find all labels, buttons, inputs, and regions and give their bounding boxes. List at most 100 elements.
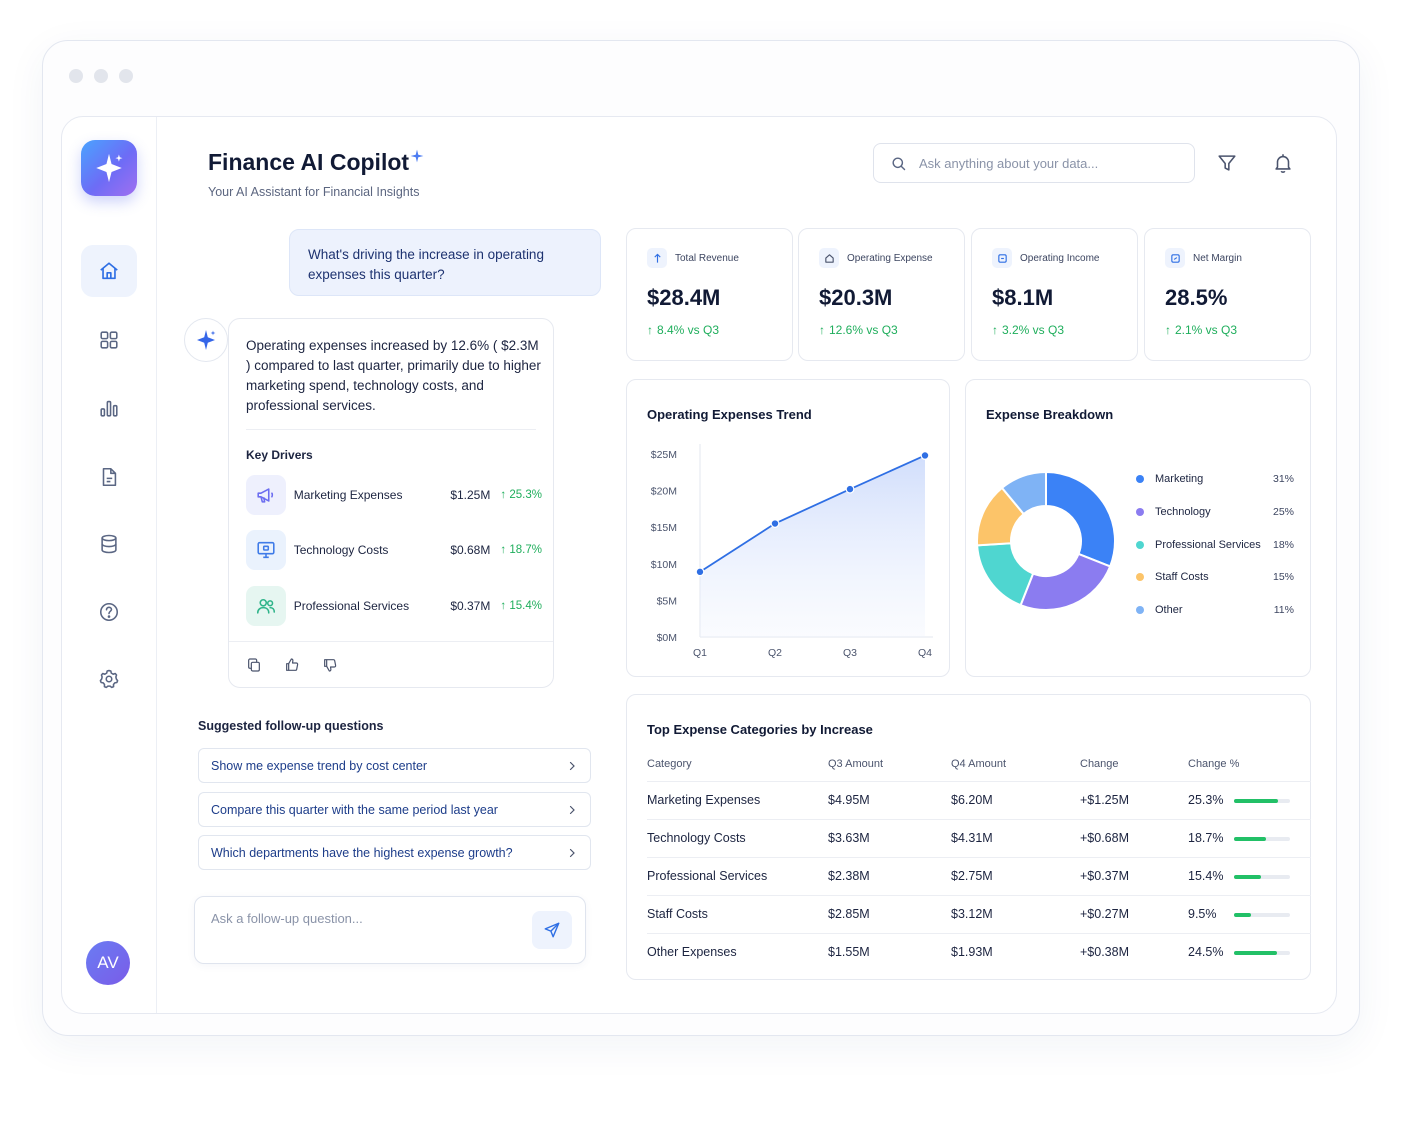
table-row[interactable]: Staff Costs $2.85M $3.12M +$0.27M 9.5% <box>647 895 1311 934</box>
table-cell-q4: $6.20M <box>951 781 1080 820</box>
x-tick-label: Q1 <box>693 647 707 659</box>
suggestion-button[interactable]: Which departments have the highest expen… <box>198 835 591 870</box>
y-tick-label: $10M <box>651 559 677 571</box>
home-icon <box>100 262 118 280</box>
suggestion-text: Which departments have the highest expen… <box>211 845 513 860</box>
kpi-label: Total Revenue <box>675 252 739 264</box>
change-percent: 18.7% <box>1188 831 1224 845</box>
notifications-button[interactable] <box>1269 149 1297 177</box>
y-tick-label: $25M <box>651 449 677 461</box>
change-bar <box>1234 912 1290 917</box>
legend-percent: 31% <box>1272 473 1294 485</box>
donut-slice[interactable] <box>1000 470 1047 516</box>
avatar-initials: AV <box>97 953 119 972</box>
change-bar <box>1234 950 1290 955</box>
suggestion-text: Show me expense trend by cost center <box>211 758 428 773</box>
help-icon <box>99 602 119 622</box>
legend-label: Staff Costs <box>1155 571 1209 583</box>
thumbs-down-icon[interactable] <box>322 657 338 673</box>
column-header[interactable]: Change % <box>1188 747 1311 782</box>
driver-change: ↑ 25.3% <box>500 489 542 501</box>
column-header[interactable]: Q3 Amount <box>828 747 951 782</box>
table-cell-category: Marketing Expenses <box>647 781 828 820</box>
series-area <box>700 455 925 637</box>
table-row[interactable]: Other Expenses $1.55M $1.93M +$0.38M 24.5% <box>647 933 1311 971</box>
table-row[interactable]: Technology Costs $3.63M $4.31M +$0.68M 18.7% <box>647 819 1311 858</box>
send-button[interactable] <box>532 911 572 949</box>
column-header[interactable]: Q4 Amount <box>951 747 1080 782</box>
y-tick-label: $20M <box>651 486 677 498</box>
legend-percent: 11% <box>1273 604 1294 616</box>
suggestions-title: Suggested follow-up questions <box>198 719 384 733</box>
followup-input[interactable] <box>211 911 511 935</box>
sidebar-item-home[interactable] <box>81 245 137 297</box>
change-bar-fill <box>1234 836 1267 841</box>
app-logo[interactable] <box>81 140 137 196</box>
copy-icon[interactable] <box>246 657 262 673</box>
gear-icon <box>99 669 119 689</box>
legend-swatch <box>1136 508 1144 516</box>
data-point <box>920 451 930 460</box>
window-dot[interactable] <box>119 69 133 83</box>
kpi-value: $20.3M <box>819 285 893 310</box>
table-header-row: Category Q3 Amount Q4 Amount Change Chan… <box>647 747 1311 782</box>
database-icon <box>101 534 117 554</box>
y-tick-label: $15M <box>651 522 677 534</box>
avatar[interactable]: AV <box>86 941 130 985</box>
donut-slice[interactable] <box>1019 552 1112 611</box>
table-cell-change: +$0.37M <box>1080 857 1188 896</box>
search-input[interactable] <box>919 155 1179 171</box>
column-header[interactable]: Change <box>1080 747 1188 782</box>
kpi-card-net-margin: Net Margin 28.5% ↑ 2.1% vs Q3 <box>1144 228 1311 361</box>
table-cell-q4: $3.12M <box>951 895 1080 934</box>
sparkle-icon <box>197 330 216 350</box>
donut-slice[interactable] <box>976 542 1035 607</box>
change-bar <box>1234 874 1290 879</box>
user-message-bubble: What's driving the increase in operating… <box>289 229 601 296</box>
sidebar-item-settings[interactable] <box>81 653 137 705</box>
browser-window: AV Finance AI Copilot Your AI Assistant … <box>42 40 1360 1036</box>
suggestion-button[interactable]: Compare this quarter with the same perio… <box>198 792 591 827</box>
app-container: AV Finance AI Copilot Your AI Assistant … <box>61 116 1337 1014</box>
donut-slice[interactable] <box>1045 470 1116 568</box>
filter-button[interactable] <box>1213 149 1241 177</box>
sidebar-item-data[interactable] <box>81 518 137 570</box>
thumbs-up-icon[interactable] <box>284 657 300 673</box>
table-cell-pct: 15.4% <box>1188 857 1311 896</box>
suggestion-button[interactable]: Show me expense trend by cost center <box>198 748 591 783</box>
table-cell-pct: 18.7% <box>1188 819 1311 858</box>
column-header[interactable]: Category <box>647 747 828 782</box>
change-percent: 9.5% <box>1188 907 1217 921</box>
sidebar-item-dashboard[interactable] <box>81 314 137 366</box>
driver-name: Marketing Expenses <box>293 488 403 502</box>
table-cell-q4: $4.31M <box>951 819 1080 858</box>
sparkle-icon <box>410 149 424 163</box>
x-tick-label: Q4 <box>918 647 932 659</box>
data-point <box>770 519 780 528</box>
table-cell-change: +$1.25M <box>1080 781 1188 820</box>
chevron-right-icon <box>569 761 575 770</box>
kpi-label: Net Margin <box>1193 252 1242 264</box>
trend-chart-panel: Operating Expenses Trend $0M $5M $10M $15M $… <box>626 379 950 677</box>
window-dot[interactable] <box>69 69 83 83</box>
table-row[interactable]: Marketing Expenses $4.95M $6.20M +$1.25M 25.… <box>647 781 1311 820</box>
sidebar-item-help[interactable] <box>81 586 137 638</box>
expense-table: Category Q3 Amount Q4 Amount Change Chan… <box>647 747 1311 971</box>
kpi-change: ↑ 2.1% vs Q3 <box>1165 323 1238 337</box>
suggestion-text: Compare this quarter with the same perio… <box>211 802 498 817</box>
window-dot[interactable] <box>94 69 108 83</box>
page-title: Finance AI Copilot <box>208 149 410 175</box>
sidebar-item-analytics[interactable] <box>81 382 137 434</box>
monitor-icon <box>257 541 275 559</box>
line-chart: $0M $5M $10M $15M $20M $25M Q1 Q2 Q3 Q4 <box>651 444 933 659</box>
legend-swatch <box>1136 475 1144 483</box>
driver-name: Professional Services <box>293 599 410 613</box>
table-title: Top Expense Categories by Increase <box>647 722 873 737</box>
donut-chart <box>976 470 1116 611</box>
y-tick-label: $0M <box>657 632 677 644</box>
sidebar-item-reports[interactable] <box>81 451 137 503</box>
table-row[interactable]: Professional Services $2.38M $2.75M +$0.37M… <box>647 857 1311 896</box>
table-cell-category: Professional Services <box>647 857 828 896</box>
series-line <box>699 454 926 573</box>
table-cell-change: +$0.68M <box>1080 819 1188 858</box>
